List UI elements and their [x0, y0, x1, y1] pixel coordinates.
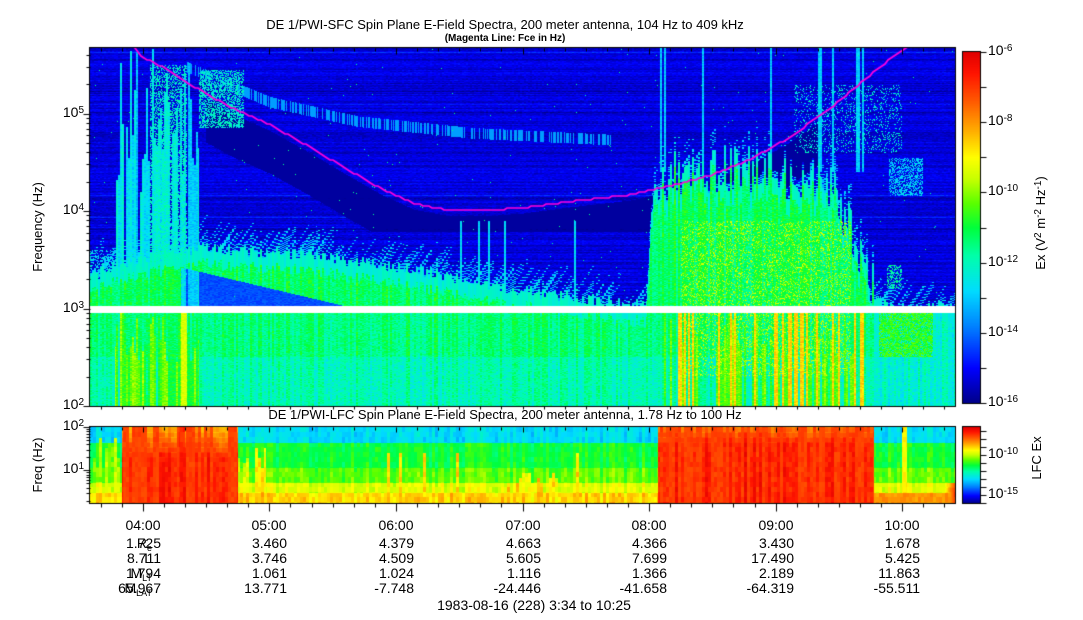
sfc-colorbar-tick-label: 10-14: [988, 323, 1019, 339]
ephemeris-value: 65.967: [118, 580, 161, 596]
ephemeris-row-label: L: [144, 550, 152, 566]
lfc-title: DE 1/PWI-LFC Spin Plane E-Field Spectra,…: [268, 407, 742, 422]
sfc-colorbar-tick-label: 10-10: [988, 182, 1019, 198]
date-range-footer: 1983-08-16 (228) 3:34 to 10:25: [437, 597, 631, 613]
ephemeris-value: 4.509: [378, 550, 414, 566]
ephemeris-value: 13.771: [244, 580, 287, 596]
sfc-colorbar-tick-label: 10-8: [988, 112, 1013, 128]
lfc-colorbar-label: LFC Ex: [1029, 436, 1045, 480]
ephemeris-value: 4.663: [505, 535, 541, 551]
ephemeris-row-label: MLT: [130, 565, 152, 583]
lfc-colorbar-tick-label: 10-15: [988, 485, 1019, 501]
sfc-y-tick-label: 104: [62, 201, 84, 217]
ephemeris-value: 1.116: [507, 565, 541, 581]
ephemeris-value: 1.024: [378, 565, 414, 581]
x-axis-tick-label: 05:00: [251, 517, 287, 533]
ephemeris-value: 3.430: [758, 535, 794, 551]
ephemeris-value: 1.678: [884, 535, 920, 551]
lfc-y-tick-label: 102: [62, 417, 84, 433]
ephemeris-row-label: Re: [136, 535, 152, 553]
ephemeris-value: 3.746: [251, 550, 287, 566]
ephemeris-value: 1.794: [125, 565, 161, 581]
ephemeris-value: 1.725: [125, 535, 161, 551]
x-axis-tick-label: 10:00: [884, 517, 920, 533]
sfc-colorbar-tick-label: 10-16: [988, 393, 1019, 409]
ephemeris-value: 3.460: [251, 535, 287, 551]
ephemeris-value: 1.366: [631, 565, 667, 581]
ephemeris-value: -24.446: [493, 580, 541, 596]
x-axis-tick-label: 09:00: [758, 517, 794, 533]
sfc-colorbar-label: Ex (V2 m-2 Hz-1): [1033, 176, 1049, 270]
ephemeris-value: 1.061: [251, 565, 287, 581]
sfc-subtitle: (Magenta Line: Fce in Hz): [444, 33, 566, 44]
sfc-y-axis-label: Frequency (Hz): [30, 182, 46, 272]
ephemeris-value: -64.319: [746, 580, 794, 596]
sfc-title: DE 1/PWI-SFC Spin Plane E-Field Spectra,…: [266, 17, 744, 32]
ephemeris-value: 4.366: [631, 535, 667, 551]
sfc-colorbar-tick-label: 10-6: [988, 42, 1013, 58]
sfc-y-tick-label: 103: [62, 299, 84, 315]
sfc-colorbar-tick-label: 10-12: [988, 253, 1019, 269]
x-axis-tick-label: 08:00: [631, 517, 667, 533]
ephemeris-value: 8.711: [127, 550, 161, 566]
lfc-y-axis-label: Freq (Hz): [30, 437, 46, 493]
ephemeris-value: 5.605: [505, 550, 541, 566]
sfc-y-tick-label: 102: [62, 396, 84, 412]
ephemeris-value: 7.699: [631, 550, 667, 566]
x-axis-tick-label: 04:00: [125, 517, 161, 533]
ephemeris-row-label: MLAT: [124, 580, 152, 598]
ephemeris-value: -41.658: [619, 580, 667, 596]
ephemeris-value: 17.490: [751, 550, 794, 566]
lfc-y-tick-label: 101: [62, 460, 84, 476]
lfc-colorbar-tick-label: 10-10: [988, 445, 1019, 461]
ephemeris-value: 2.189: [758, 565, 794, 581]
ephemeris-value: -7.748: [374, 580, 414, 596]
ephemeris-value: 4.379: [378, 535, 414, 551]
ephemeris-value: -55.511: [873, 580, 920, 596]
x-axis-tick-label: 06:00: [378, 517, 414, 533]
sfc-y-tick-label: 105: [62, 104, 84, 120]
ephemeris-value: 5.425: [884, 550, 920, 566]
x-axis-tick-label: 07:00: [505, 517, 541, 533]
ephemeris-value: 11.863: [878, 565, 920, 581]
